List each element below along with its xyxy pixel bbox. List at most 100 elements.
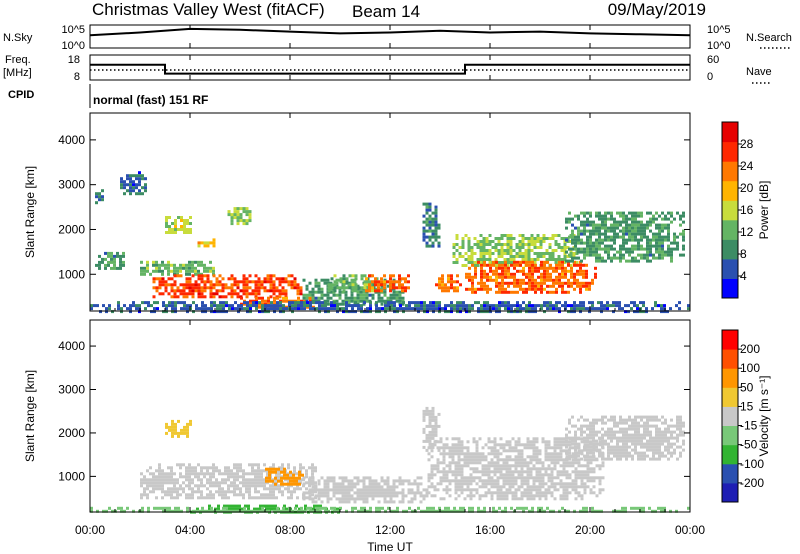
heatmap-cell <box>380 302 384 306</box>
heatmap-cell <box>558 307 561 311</box>
heatmap-cell <box>200 289 204 293</box>
heatmap-cell <box>563 246 567 249</box>
heatmap-cell <box>143 490 146 494</box>
heatmap-cell <box>682 238 685 242</box>
heatmap-cell <box>140 478 143 482</box>
heatmap-cell <box>179 289 183 293</box>
heatmap-cell <box>269 295 273 299</box>
heatmap-cell <box>182 266 185 270</box>
freq-series-line <box>90 63 690 75</box>
heatmap-cell <box>535 461 539 465</box>
velocity-colorbar-frame <box>721 329 739 503</box>
heatmap-cell <box>679 445 682 449</box>
heatmap-cell <box>463 479 467 483</box>
heatmap-cell <box>156 301 159 305</box>
heatmap-cell <box>168 509 171 513</box>
heatmap-cell <box>117 301 120 305</box>
heatmap-cell <box>245 481 248 485</box>
heatmap-cell <box>233 292 237 296</box>
heatmap-cell <box>269 280 273 284</box>
heatmap-cell <box>377 491 381 495</box>
heatmap-cell <box>311 296 315 300</box>
heatmap-cell <box>242 478 245 482</box>
heatmap-cell <box>534 304 537 308</box>
heatmap-cell <box>185 469 188 473</box>
heatmap-cell <box>170 478 173 482</box>
heatmap-cell <box>155 277 159 281</box>
heatmap-cell <box>436 458 440 462</box>
heatmap-cell <box>598 229 601 233</box>
heatmap-cell <box>135 307 138 311</box>
heatmap-cell <box>652 448 655 452</box>
heatmap-cell <box>498 307 501 311</box>
heatmap-cell <box>526 461 530 465</box>
heatmap-cell <box>405 304 408 308</box>
heatmap-cell <box>508 455 512 459</box>
heatmap-cell <box>428 424 432 428</box>
heatmap-cell <box>530 234 534 237</box>
heatmap-cell <box>98 195 101 199</box>
heatmap-cell <box>185 475 188 479</box>
heatmap-cell <box>209 260 212 264</box>
heatmap-cell <box>365 476 369 480</box>
heatmap-cell <box>197 472 200 476</box>
heatmap-cell <box>416 491 420 495</box>
heatmap-cell <box>197 484 200 488</box>
heatmap-cell <box>619 418 622 422</box>
heatmap-cell <box>308 476 312 480</box>
heatmap-cell <box>141 186 144 190</box>
heatmap-cell <box>520 494 524 498</box>
heatmap-cell <box>531 263 534 267</box>
heatmap-cell <box>652 415 655 419</box>
heatmap-cell <box>282 310 285 314</box>
heatmap-cell <box>555 263 558 267</box>
heatmap-cell <box>535 452 539 456</box>
heatmap-cell <box>336 307 339 311</box>
heatmap-cell <box>260 493 263 497</box>
heatmap-cell <box>658 223 661 227</box>
heatmap-cell <box>304 504 307 508</box>
heatmap-cell <box>631 256 634 260</box>
heatmap-cell <box>221 289 225 293</box>
heatmap-cell <box>559 443 563 447</box>
heatmap-cell <box>164 475 167 479</box>
heatmap-cell <box>568 448 571 452</box>
heatmap-cell <box>586 439 589 443</box>
heatmap-cell <box>571 461 575 465</box>
heatmap-cell <box>275 478 278 482</box>
heatmap-cell <box>227 490 230 494</box>
heatmap-cell <box>407 488 411 492</box>
colorbar-tick-label: 12 <box>740 225 754 239</box>
heatmap-cell <box>165 231 168 234</box>
heatmap-cell <box>492 307 495 311</box>
heatmap-cell <box>536 252 540 255</box>
heatmap-cell <box>467 255 471 258</box>
heatmap-cell <box>206 244 210 248</box>
heatmap-cell <box>273 509 276 513</box>
heatmap-cell <box>546 304 549 308</box>
heatmap-cell <box>568 473 572 477</box>
heatmap-cell <box>261 509 264 513</box>
heatmap-cell <box>531 266 534 270</box>
heatmap-cell <box>155 286 159 290</box>
heatmap-cell <box>643 454 646 458</box>
heatmap-cell <box>552 266 555 270</box>
heatmap-cell <box>504 307 507 311</box>
heatmap-cell <box>527 249 531 252</box>
heatmap-cell <box>146 263 149 267</box>
heatmap-cell <box>417 304 420 308</box>
colorbar-tick-label: -15 <box>740 419 758 433</box>
heatmap-cell <box>616 421 619 425</box>
heatmap-cell <box>646 220 649 224</box>
heatmap-cell <box>171 428 174 432</box>
heatmap-cell <box>264 299 267 303</box>
heatmap-cell <box>363 301 366 305</box>
heatmap-cell <box>374 289 377 293</box>
heatmap-cell <box>326 488 330 492</box>
nsky-tick-top: 10^5 <box>61 24 85 36</box>
heatmap-cell <box>567 269 570 273</box>
heatmap-cell <box>502 443 506 447</box>
heatmap-cell <box>272 493 275 497</box>
heatmap-cell <box>374 494 378 498</box>
heatmap-cell <box>188 484 191 488</box>
